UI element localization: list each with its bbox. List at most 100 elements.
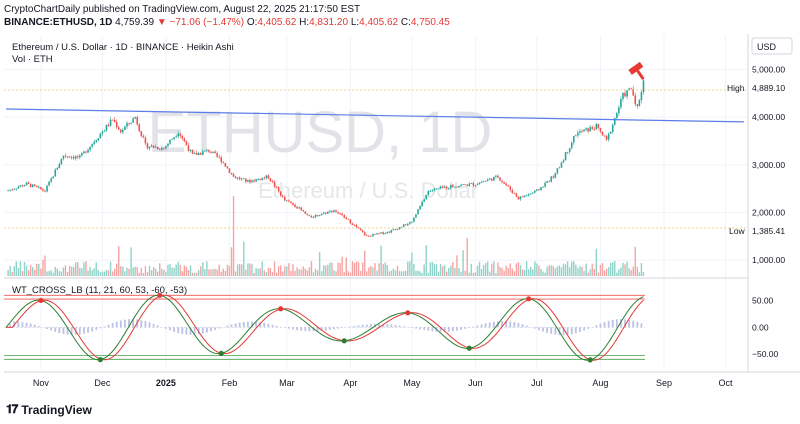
- wt2-line: [6, 294, 644, 361]
- oscillator-histogram-bar: [423, 327, 426, 331]
- oscillator-histogram-bar: [214, 327, 217, 330]
- candle-body: [376, 233, 378, 235]
- volume-bar: [95, 262, 97, 276]
- oscillator-histogram-bar: [206, 327, 208, 333]
- volume-bar: [513, 271, 516, 276]
- candle-body: [95, 140, 98, 142]
- volume-bar: [386, 265, 388, 276]
- time-axis[interactable]: Nov Dec 2025 Feb Mar Apr May Jun Jul Aug Sep Oct: [33, 378, 733, 388]
- candle-body: [548, 181, 550, 183]
- candle-body: [501, 180, 503, 182]
- volume-bar: [450, 265, 452, 276]
- candle-body: [497, 175, 499, 178]
- cross-dot: [526, 296, 532, 302]
- price-axis[interactable]: 5,000.00 4,000.00 3,000.00 2,000.00 1,000.00…: [752, 64, 785, 359]
- candle-body: [628, 88, 630, 91]
- candle-body: [85, 151, 87, 153]
- volume-bar: [605, 268, 608, 276]
- volume-bar: [544, 272, 546, 276]
- candle-body: [111, 119, 114, 121]
- price-tick-label: 5,000.00: [752, 64, 785, 74]
- volume-bar: [206, 261, 208, 276]
- candle-body: [195, 152, 198, 156]
- candle-body: [122, 129, 124, 133]
- oscillator-histogram-bar: [292, 327, 294, 330]
- candle-body: [624, 92, 626, 97]
- volume-bar: [126, 267, 128, 276]
- volume-bar: [245, 269, 247, 276]
- volume-bar: [429, 262, 432, 276]
- candle-body: [165, 146, 167, 149]
- oscillator-histogram-bar: [234, 323, 237, 328]
- candle-body: [13, 189, 16, 190]
- volume-bar: [154, 268, 157, 276]
- volume-bar: [66, 272, 69, 276]
- volume-bar: [204, 269, 206, 276]
- candle-body: [589, 127, 591, 132]
- volume-bar: [333, 270, 335, 276]
- candle-body: [462, 184, 464, 186]
- volume-bar: [474, 272, 477, 276]
- volume-bar: [253, 272, 255, 276]
- candle-body: [25, 182, 28, 186]
- oscillator-histogram-bar: [570, 327, 573, 335]
- candle-body: [370, 235, 372, 237]
- oscillator-histogram-bar: [132, 319, 135, 328]
- candle-body: [189, 149, 192, 151]
- candle-body: [175, 136, 177, 138]
- volume-bar: [42, 259, 44, 276]
- oscillator-histogram-bar: [599, 323, 602, 328]
- candle-body: [470, 183, 473, 184]
- volume-bar: [294, 270, 296, 276]
- volume-bar: [111, 271, 114, 276]
- volume-bar: [56, 268, 58, 276]
- volume-bar: [239, 263, 241, 276]
- tradingview-brand[interactable]: 𝟏𝟕 TradingView: [6, 402, 92, 417]
- candle-body: [124, 126, 126, 130]
- volume-bar: [77, 262, 79, 276]
- candle-body: [552, 176, 555, 178]
- oscillator-histogram-bar: [386, 324, 389, 328]
- legend-oscillator[interactable]: WT_CROSS_LB (11, 21, 60, 53, -60, -53): [12, 285, 187, 296]
- candle-body: [15, 188, 18, 190]
- candle-body: [419, 206, 421, 210]
- volume-bar: [489, 271, 491, 276]
- candle-body: [616, 113, 618, 118]
- candle-body: [204, 150, 206, 152]
- trendline[interactable]: [6, 108, 744, 123]
- candle-body: [68, 156, 71, 158]
- volume-bar: [460, 271, 462, 276]
- high-value: 4,889.10: [752, 83, 785, 93]
- volume-bar: [13, 266, 15, 276]
- cross-dot: [97, 356, 103, 363]
- oscillator-histogram-bar: [550, 327, 553, 334]
- volume-bar: [462, 250, 464, 276]
- oscillator-histogram-bar: [357, 325, 360, 328]
- oscillator-histogram-bar: [447, 327, 450, 332]
- candle-body: [476, 184, 479, 186]
- oscillator-histogram-bar: [111, 323, 114, 328]
- candle-body: [529, 193, 532, 195]
- volume-bar: [441, 266, 444, 276]
- low-value: 1,385.41: [752, 226, 785, 236]
- oscillator-histogram-bar: [620, 319, 622, 328]
- candle-body: [429, 190, 432, 192]
- candle-body: [587, 128, 589, 132]
- volume-bar: [540, 268, 542, 276]
- oscillator-histogram-bar: [259, 322, 262, 328]
- legend-title[interactable]: Ethereum / U.S. Dollar · 1D · BINANCE · …: [12, 42, 234, 53]
- candle-body: [107, 124, 110, 126]
- oscillator-histogram-bar: [378, 323, 380, 328]
- candle-body: [48, 181, 50, 186]
- volume-bar: [128, 268, 130, 276]
- candle-body: [400, 226, 403, 228]
- volume-bar: [175, 264, 177, 276]
- legend-volume[interactable]: Vol · ETH: [12, 54, 53, 65]
- currency-button[interactable]: [751, 37, 793, 55]
- oscillator-histogram-bar: [546, 327, 549, 333]
- volume-bar: [530, 266, 532, 276]
- candle-body: [491, 178, 493, 181]
- candle-body: [392, 229, 395, 231]
- oscillator-histogram-bar: [177, 327, 180, 334]
